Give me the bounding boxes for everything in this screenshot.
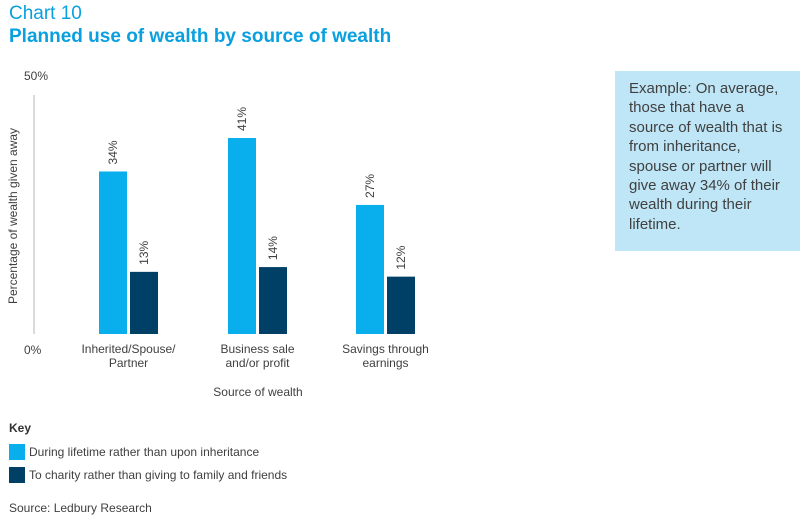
bar-value-label-charity-1: 14%: [266, 236, 280, 260]
key-label-charity: To charity rather than giving to family …: [29, 468, 288, 482]
x-category-label-0: Inherited/Spouse/Partner: [81, 342, 176, 370]
x-category-label-2: Savings through earnings: [342, 342, 429, 370]
bar-value-label-charity-0: 13%: [137, 241, 151, 265]
source-note: Source: Ledbury Research: [9, 501, 152, 515]
bar-charity-2: [387, 276, 415, 334]
chart-title: Planned use of wealth by source of wealt…: [9, 26, 392, 47]
key-swatch-lifetime: [9, 444, 25, 460]
y-tick-label-top: 50%: [24, 69, 48, 83]
bar-lifetime-1: [228, 138, 256, 334]
y-axis-label: Percentage of wealth given away: [6, 128, 20, 304]
bar-value-label-lifetime-0: 34%: [106, 140, 120, 164]
bar-value-label-lifetime-2: 27%: [363, 174, 377, 198]
x-axis-label: Source of wealth: [213, 385, 302, 399]
key-title: Key: [9, 421, 32, 435]
bar-value-label-lifetime-1: 41%: [235, 107, 249, 131]
chart-number: Chart 10: [9, 3, 82, 24]
bar-charity-0: [130, 271, 158, 334]
x-category-label-1: Business sale and/or profit: [220, 342, 294, 370]
key-item-lifetime: During lifetime rather than upon inherit…: [9, 444, 259, 460]
key-label-lifetime: During lifetime rather than upon inherit…: [29, 445, 260, 459]
key-item-charity: To charity rather than giving to family …: [9, 467, 287, 483]
bar-chart: 50% 0% Percentage of wealth given away 34% 1…: [6, 69, 429, 399]
bar-lifetime-2: [356, 204, 384, 334]
bar-lifetime-0: [99, 171, 127, 334]
example-callout: Example: On average, those that have a s…: [615, 71, 800, 251]
y-tick-label-bottom: 0%: [24, 343, 42, 357]
bar-charity-1: [259, 267, 287, 334]
bar-value-label-charity-2: 12%: [394, 245, 408, 269]
key-swatch-charity: [9, 467, 25, 483]
